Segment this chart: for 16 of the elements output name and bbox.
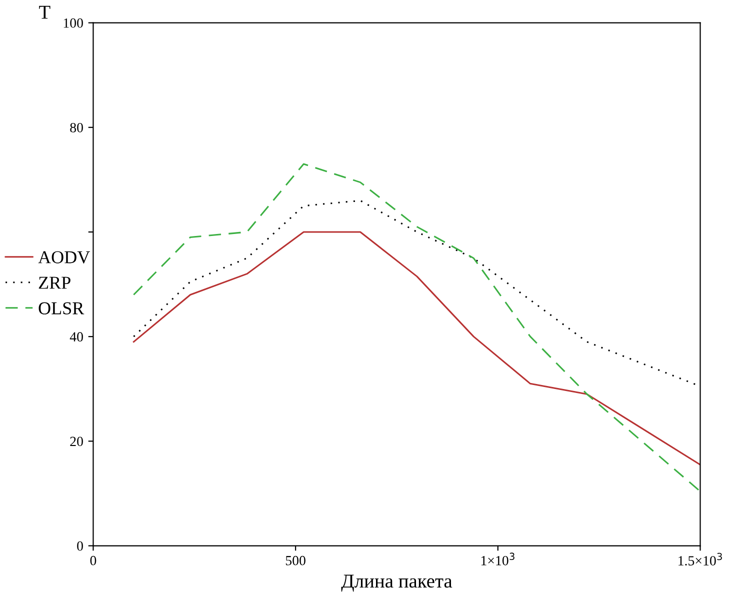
y-tick-label: 20 bbox=[70, 436, 83, 446]
legend-label: ZRP bbox=[38, 276, 70, 289]
y-tick-label: 40 bbox=[70, 332, 83, 342]
legend-label: OLSR bbox=[38, 302, 84, 314]
x-tick-label: 0 bbox=[90, 556, 96, 566]
x-axis-title: Длина пакета bbox=[341, 574, 452, 592]
y-tick-label: 0 bbox=[77, 541, 83, 551]
x-tick-label: 1×10$^{3}$ bbox=[481, 552, 514, 566]
line-series bbox=[132, 163, 700, 492]
line-series bbox=[132, 231, 700, 466]
y-tick-label: 80 bbox=[70, 122, 83, 132]
x-tick-label: 500 bbox=[286, 556, 306, 566]
x-tick-label: 1.5×10$^{3}$ bbox=[678, 552, 722, 566]
y-axis-title: T bbox=[39, 6, 50, 19]
legend-label: AODV bbox=[38, 251, 90, 264]
y-tick-label: 100 bbox=[64, 18, 83, 28]
